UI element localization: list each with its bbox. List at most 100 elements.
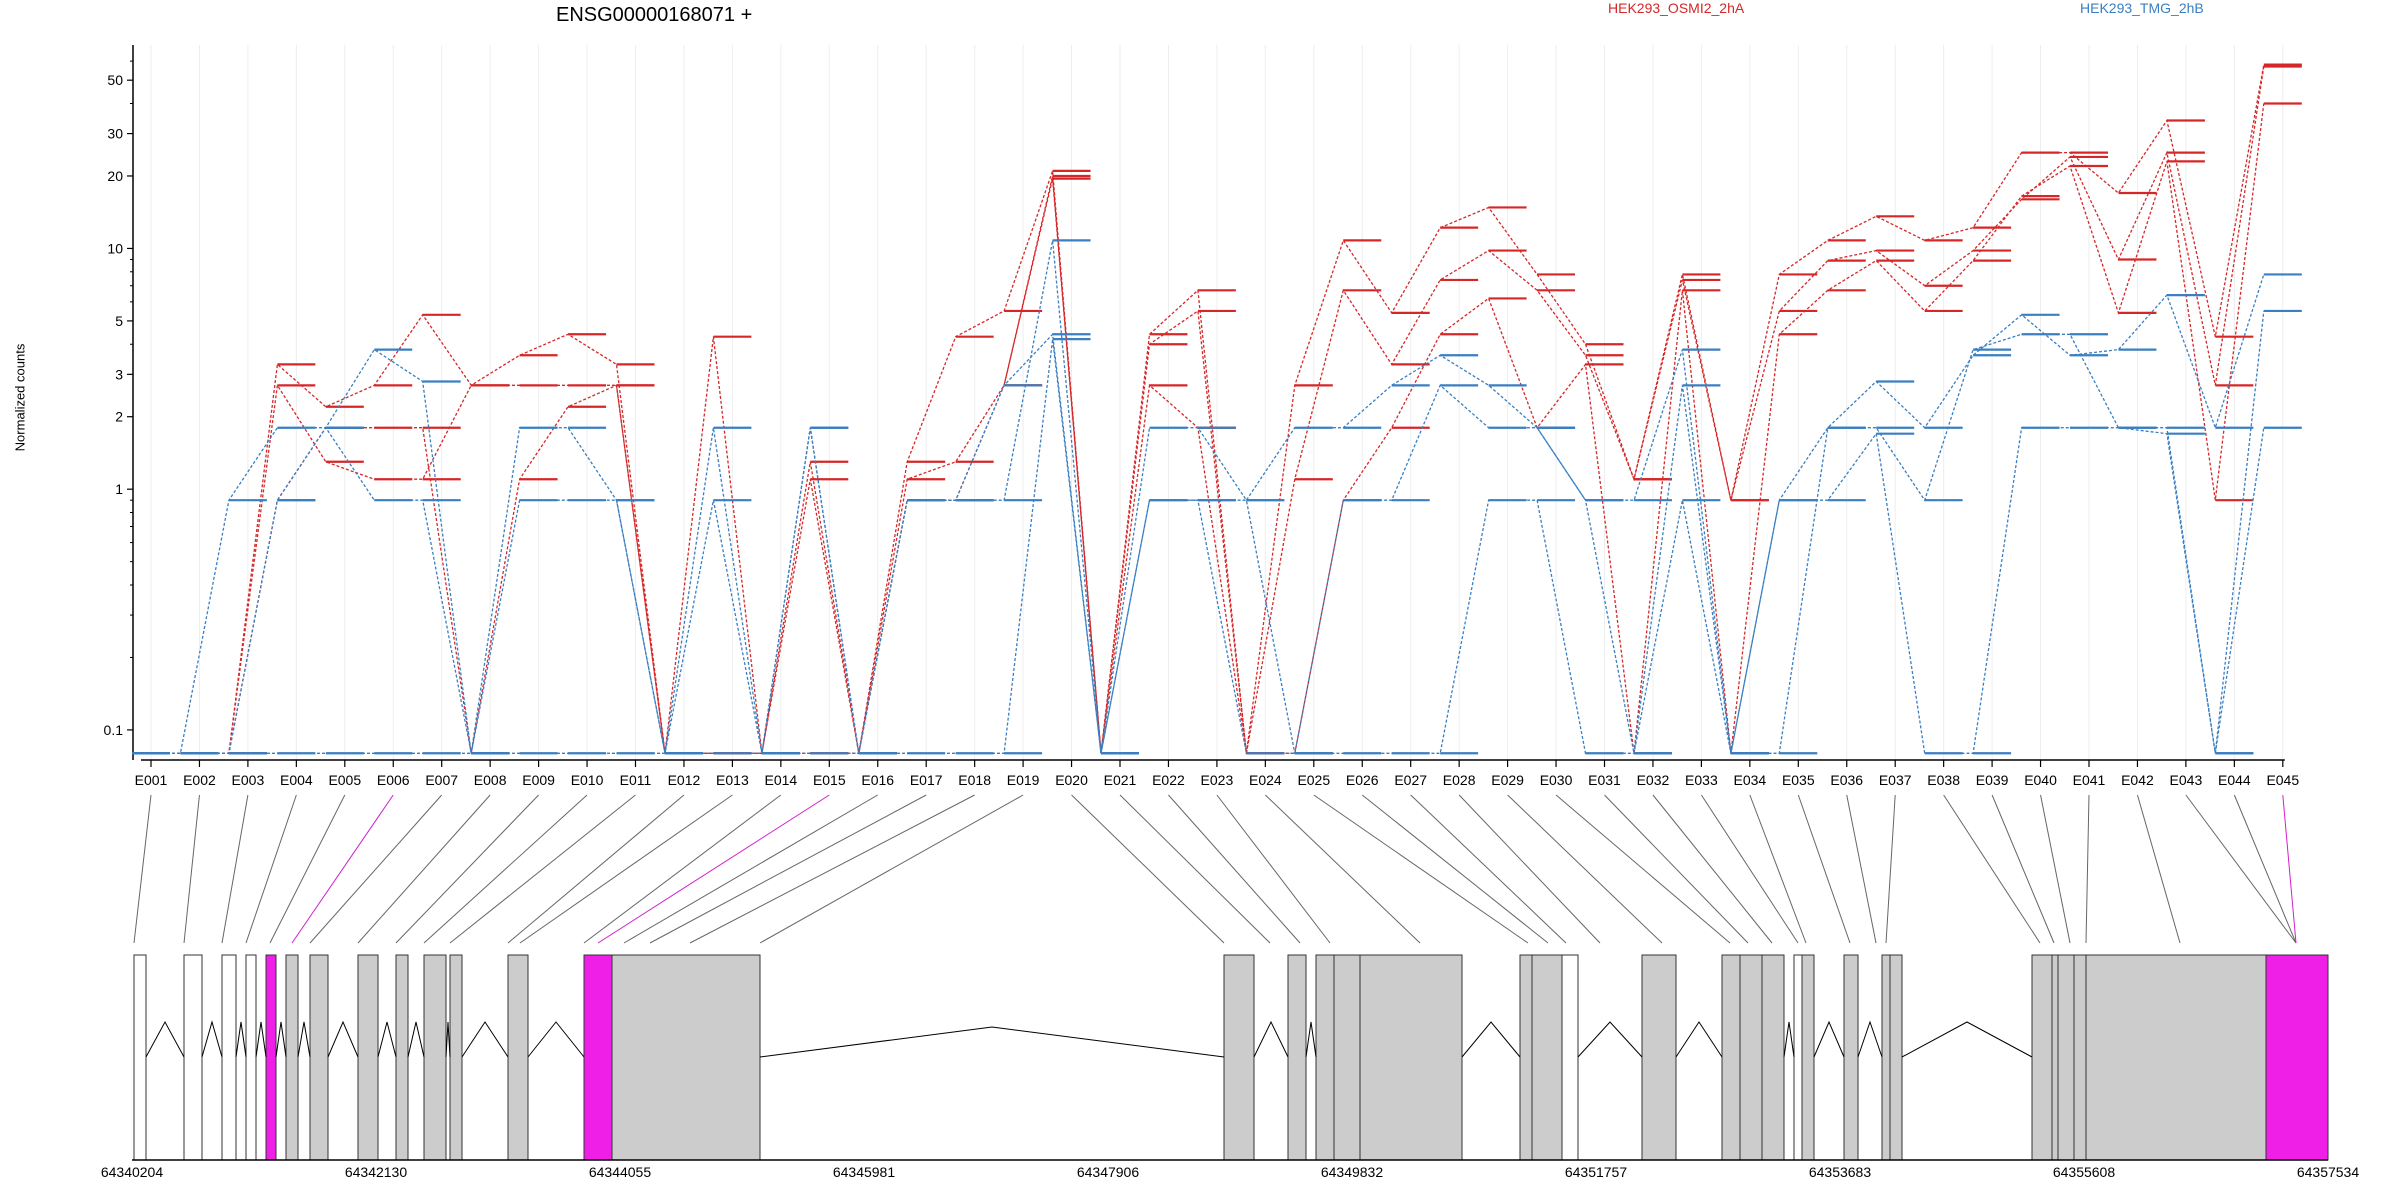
exon-connector: [597, 794, 830, 944]
exon-block: [133, 954, 147, 1161]
exon-block: [1561, 954, 1579, 1161]
y-tick-label: 10: [107, 240, 123, 256]
intron-line: [1813, 1020, 1845, 1058]
intron-line: [1461, 1021, 1521, 1058]
x-tick-label: E020: [1055, 772, 1088, 788]
intron-line: [1857, 1020, 1883, 1058]
x-tick-label: E035: [1782, 772, 1815, 788]
x-tick-label: E010: [571, 772, 604, 788]
exon-block: [1287, 954, 1307, 1161]
exon-connector: [1846, 794, 1877, 944]
exon-connector: [2136, 794, 2181, 944]
exon-connector: [689, 794, 975, 944]
exon-connector: [2282, 794, 2297, 944]
x-tick-label: E023: [1201, 772, 1234, 788]
intron-line: [235, 1021, 247, 1058]
exon-connector: [1991, 794, 2055, 944]
exon-block: [285, 954, 299, 1161]
exon-connector: [1885, 794, 1896, 944]
y-tick-label: 50: [107, 72, 123, 88]
exon-block: [423, 954, 447, 1161]
exon-connector: [1458, 794, 1601, 944]
x-tick-label: E013: [716, 772, 749, 788]
x-tick-label: E027: [1394, 772, 1427, 788]
exon-connector: [1313, 794, 1529, 944]
exon-connector: [1410, 794, 1567, 944]
x-tick-label: E025: [1297, 772, 1330, 788]
x-tick-label: E018: [958, 772, 991, 788]
exon-connector: [1216, 794, 1331, 944]
exon-connector: [395, 794, 539, 944]
exon-connector: [357, 794, 491, 944]
intron-line: [759, 1026, 1225, 1058]
exon-block: [1315, 954, 1335, 1161]
exon-connector: [1265, 794, 1421, 944]
exon-block: [2265, 954, 2329, 1161]
intron-line: [1305, 1021, 1317, 1058]
x-tick-label: E024: [1249, 772, 1282, 788]
genome-coordinate-label: 64347906: [1077, 1164, 1140, 1180]
exon-block: [507, 954, 529, 1161]
intron-line: [201, 1020, 223, 1058]
exon-connector: [759, 794, 1024, 944]
exon-block: [1531, 954, 1563, 1161]
x-tick-label: E043: [2170, 772, 2203, 788]
exon-connector: [2233, 794, 2297, 944]
exon-connector: [1797, 794, 1851, 944]
exon-block: [183, 954, 203, 1161]
x-tick-label: E022: [1152, 772, 1185, 788]
x-tick-label: E041: [2073, 772, 2106, 788]
exon-block: [245, 954, 257, 1161]
x-tick-label: E012: [668, 772, 701, 788]
genome-coordinate-label: 64349832: [1321, 1164, 1384, 1180]
exon-block: [221, 954, 237, 1161]
y-tick-label: 30: [107, 126, 123, 142]
x-tick-label: E004: [280, 772, 313, 788]
chart-title: ENSG00000168071 +: [556, 4, 753, 26]
x-tick-label: E034: [1733, 772, 1766, 788]
x-tick-label: E044: [2218, 772, 2251, 788]
exon-connector: [309, 794, 443, 944]
intron-line: [1901, 1021, 2033, 1058]
x-tick-label: E007: [425, 772, 458, 788]
x-tick-label: E019: [1007, 772, 1040, 788]
x-tick-label: E017: [910, 772, 943, 788]
exon-block: [1223, 954, 1255, 1161]
intron-line: [377, 1021, 397, 1058]
exon-connector: [1507, 794, 1663, 944]
x-tick-label: E045: [2266, 772, 2299, 788]
exon-connector: [1604, 794, 1749, 944]
genome-coordinate-label: 64342130: [345, 1164, 408, 1180]
legend-item-red: HEK293_OSMI2_2hA: [1608, 0, 1745, 16]
x-tick-label: E029: [1491, 772, 1524, 788]
x-tick-label: E015: [813, 772, 846, 788]
x-tick-label: E042: [2121, 772, 2154, 788]
intron-line: [297, 1021, 311, 1058]
x-tick-label: E039: [1976, 772, 2009, 788]
exon-block: [1889, 954, 1903, 1161]
exon-connector: [2185, 794, 2297, 944]
x-tick-label: E002: [183, 772, 216, 788]
intron-line: [407, 1021, 425, 1058]
x-tick-label: E021: [1104, 772, 1137, 788]
y-tick-label: 2: [115, 409, 123, 425]
x-tick-label: E036: [1830, 772, 1863, 788]
genome-coordinate-label: 64355608: [2053, 1164, 2116, 1180]
exon-connector: [649, 794, 927, 944]
x-tick-label: E028: [1443, 772, 1476, 788]
intron-line: [1577, 1021, 1643, 1058]
exon-block: [1519, 954, 1533, 1161]
intron-line: [275, 1021, 287, 1058]
exon-block: [265, 954, 277, 1161]
intron-line: [1253, 1020, 1289, 1058]
x-tick-label: E032: [1637, 772, 1670, 788]
exon-connector: [1700, 794, 1799, 944]
y-tick-label: 5: [115, 313, 123, 329]
genome-coordinate-label: 64351757: [1565, 1164, 1628, 1180]
genome-coordinate-label: 64357534: [2297, 1164, 2360, 1180]
exon-connector: [1555, 794, 1731, 944]
exon-connector: [245, 794, 297, 944]
exon-connector: [507, 794, 685, 944]
x-tick-label: E040: [2024, 772, 2057, 788]
exon-block: [1793, 954, 1803, 1161]
